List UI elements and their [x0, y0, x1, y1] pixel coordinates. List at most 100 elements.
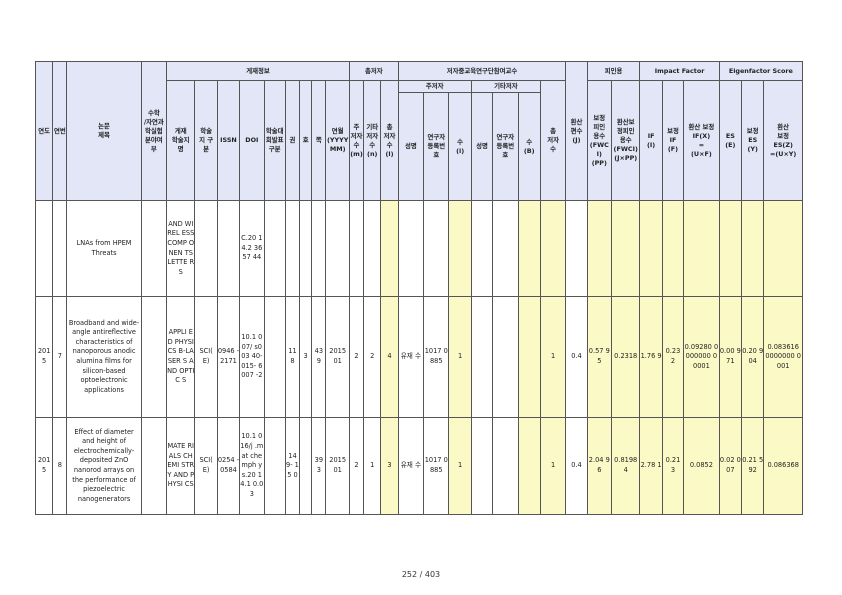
cell-main-cnt: 1 — [448, 296, 472, 418]
col-if-adjusted: 보정 IF (F) — [661, 80, 685, 201]
cell-m — [348, 200, 365, 297]
cell-vol: 11 8 — [284, 296, 301, 418]
cell-fwci — [586, 200, 612, 297]
group-main-author: 주저자 — [397, 80, 472, 93]
col-es-converted: 환산 보정 ES(Z) =(U×Y) — [763, 80, 803, 201]
cell-ym — [325, 200, 350, 297]
col-if: IF (I) — [639, 80, 663, 201]
cell-kind: SCI( E) — [194, 296, 218, 418]
cell-page: 43 9 — [311, 296, 327, 418]
cell-n: 1 — [363, 417, 382, 515]
cell-title: LNAs from HPEM Threats — [66, 200, 142, 297]
cell-main-cnt: 1 — [448, 417, 472, 515]
cell-total — [539, 200, 567, 297]
cell-issn: 0946 - 2171 — [216, 296, 241, 418]
cell-conf — [263, 200, 286, 297]
cell-ym: 2015 01 — [325, 296, 350, 418]
cell-page — [311, 200, 327, 297]
col-es-adjusted: 보정 ES (Y) — [741, 80, 765, 201]
cell-conv: 0.4 — [565, 296, 588, 418]
cell-doi: 10.1 007/ s003 40- 015- 6007 -2 — [239, 296, 265, 418]
cell-oth-reg — [492, 296, 519, 418]
col-seq: 연번 — [52, 61, 68, 201]
col-volume: 권 — [284, 80, 301, 201]
cell-journal: AND WIREL ESS COMP ONEN TS LETTE RS — [166, 200, 196, 297]
cell-l: 3 — [380, 417, 399, 515]
cell-issn — [216, 200, 241, 297]
cell-math — [140, 417, 168, 515]
cell-es: 0.00 971 — [718, 296, 743, 418]
cell-kind: SCI( E) — [194, 417, 218, 515]
group-eigenfactor: Eigenfactor Score — [718, 61, 804, 81]
cell-es-conv — [763, 200, 803, 297]
cell-es-adj: 0.21 592 — [741, 417, 765, 515]
cell-l — [380, 200, 399, 297]
col-if-converted: 환산 보정 IF(X) = (U×F) — [683, 80, 720, 201]
cell-if-adj: 0.21 3 — [661, 417, 685, 515]
col-conference: 학술대 회발표 구분 — [263, 80, 286, 201]
table-body: LNAs from HPEM Threats AND WIREL ESS COMP… — [34, 200, 803, 515]
cell-journal: MATE RIALS CHEMI STRY AND PHYSI CS — [166, 417, 196, 515]
cell-oth-reg — [492, 417, 519, 515]
cell-oth-cnt — [517, 417, 541, 515]
cell-seq: 8 — [52, 417, 68, 515]
cell-no — [299, 200, 313, 297]
cell-seq — [52, 200, 68, 297]
col-participant-total: 총 저자 수 — [539, 80, 567, 201]
cell-ym: 2015 01 — [325, 417, 350, 515]
cell-year: 201 5 — [34, 417, 54, 515]
cell-oth-name — [470, 296, 494, 418]
cell-year: 201 5 — [34, 296, 54, 418]
cell-main-reg: 1017 0885 — [423, 296, 450, 418]
col-other-name: 성명 — [470, 92, 494, 201]
cell-oth-cnt — [517, 200, 541, 297]
cell-doi: C.20 14.2 3657 44 — [239, 200, 265, 297]
cell-es-conv: 0.086368 — [763, 417, 803, 515]
col-total-author-count: 총 저자 수 (l) — [380, 80, 399, 201]
cell-conv — [565, 200, 588, 297]
cell-math — [140, 200, 168, 297]
cell-es-adj — [741, 200, 765, 297]
cell-if: 2.78 1 — [639, 417, 663, 515]
cell-conf — [263, 417, 286, 515]
cell-fwci: 0.57 95 — [586, 296, 612, 418]
cell-title: Effect of diameter and height of electro… — [66, 417, 142, 515]
col-other-author-count: 기타 저자 수 (n) — [363, 80, 382, 201]
cell-oth-name — [470, 417, 494, 515]
col-other-count: 수 (B) — [517, 92, 541, 201]
cell-es: 0.02 007 — [718, 417, 743, 515]
cell-es-adj: 0.20 904 — [741, 296, 765, 418]
cell-total: 1 — [539, 296, 567, 418]
col-main-reg: 연구자 등록번 호 — [423, 92, 450, 201]
cell-main-reg: 1017 0885 — [423, 417, 450, 515]
cell-fwci-conv — [610, 200, 641, 297]
cell-page: 39 3 — [311, 417, 327, 515]
cell-oth-name — [470, 200, 494, 297]
cell-m: 2 — [348, 296, 365, 418]
col-issn: ISSN — [216, 80, 241, 201]
cell-es — [718, 200, 743, 297]
group-impact-factor: Impact Factor — [639, 61, 720, 81]
cell-oth-cnt — [517, 296, 541, 418]
cell-main-cnt — [448, 200, 472, 297]
cell-conf — [263, 296, 286, 418]
cell-vol: 14 9- 15 0 — [284, 417, 301, 515]
cell-if-conv: 0.0852 — [683, 417, 720, 515]
table-row: 201 5 8 Effect of diameter and height of e… — [34, 417, 803, 515]
cell-if-conv — [683, 200, 720, 297]
cell-if-adj: 0.23 2 — [661, 296, 685, 418]
col-doi: DOI — [239, 80, 265, 201]
col-number: 호 — [299, 80, 313, 201]
col-main-author-count: 주 저자 수 (m) — [348, 80, 365, 201]
cell-main-reg — [423, 200, 450, 297]
cell-journal: APPLI ED PHYSI CS B-LASER S AND OPTIC S — [166, 296, 196, 418]
col-year: 연도 — [34, 61, 54, 201]
cell-total: 1 — [539, 417, 567, 515]
cell-main-name: 유재 수 — [397, 296, 425, 418]
cell-main-name: 유재 수 — [397, 417, 425, 515]
group-publication: 게재정보 — [166, 61, 350, 81]
cell-if-conv: 0.09280 0000000 00001 — [683, 296, 720, 418]
table-row: LNAs from HPEM Threats AND WIREL ESS COMP… — [34, 200, 803, 297]
page-number: 252 / 403 — [401, 570, 441, 579]
group-total-authors: 총저자 — [348, 61, 399, 81]
